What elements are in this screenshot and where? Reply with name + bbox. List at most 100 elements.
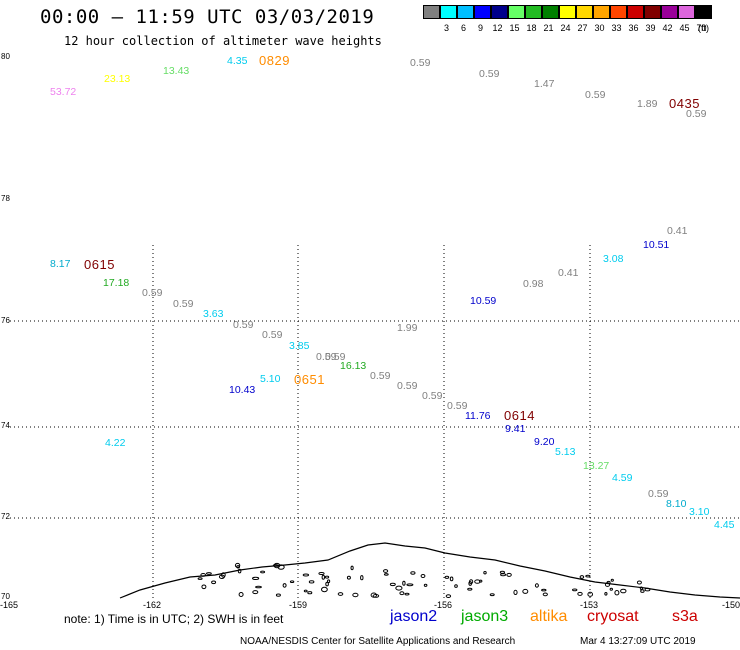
island-shape bbox=[289, 580, 295, 584]
island-shape bbox=[479, 579, 483, 583]
observation-time-label: 0651 bbox=[294, 372, 325, 387]
wave-height-label: 10.59 bbox=[470, 295, 497, 307]
color-scale-swatch bbox=[423, 5, 440, 19]
coastline bbox=[119, 542, 740, 599]
lon-label: -153 bbox=[580, 600, 599, 610]
island-shape bbox=[395, 585, 403, 591]
lon-label: -162 bbox=[143, 600, 162, 610]
island-shape bbox=[370, 592, 377, 598]
island-shape bbox=[252, 590, 259, 595]
wave-height-label: 16.13 bbox=[340, 360, 367, 372]
island-shape bbox=[489, 593, 495, 597]
island-shape bbox=[201, 584, 207, 590]
island-shape bbox=[604, 592, 608, 596]
generated-timestamp: Mar 4 13:27:09 UTC 2019 bbox=[580, 636, 696, 647]
island-shape bbox=[620, 588, 627, 594]
island-shape bbox=[346, 575, 351, 580]
wave-height-label: 4.59 bbox=[612, 472, 633, 484]
wave-height-label: 5.10 bbox=[260, 373, 281, 385]
color-scale-unit: (ft) bbox=[698, 23, 709, 33]
wave-height-label: 0.59 bbox=[370, 370, 391, 382]
island-shape bbox=[234, 562, 241, 568]
color-scale-label: 9 bbox=[477, 23, 483, 33]
wave-height-label: 3.08 bbox=[603, 253, 624, 265]
island-shape bbox=[307, 591, 313, 595]
wave-height-label: 0.59 bbox=[479, 68, 500, 80]
island-shape bbox=[506, 572, 512, 577]
island-shape bbox=[614, 590, 620, 596]
island-shape bbox=[211, 580, 217, 585]
island-shape bbox=[500, 573, 507, 577]
island-shape bbox=[383, 573, 389, 576]
island-shape bbox=[383, 569, 389, 573]
wave-height-label: 3.85 bbox=[289, 340, 310, 352]
island-shape bbox=[585, 574, 591, 578]
wave-height-label: 1.47 bbox=[534, 78, 555, 90]
color-scale-swatch bbox=[474, 5, 491, 19]
wave-height-label: 0.59 bbox=[686, 108, 707, 120]
island-shape bbox=[236, 565, 241, 569]
island-shape bbox=[444, 575, 450, 579]
island-shape bbox=[609, 587, 613, 591]
wave-height-label: 4.35 bbox=[227, 55, 248, 67]
island-shape bbox=[350, 565, 354, 571]
footer-note: note: 1) Time is in UTC; 2) SWH is in fe… bbox=[64, 612, 284, 626]
island-shape bbox=[238, 592, 244, 597]
island-shape bbox=[640, 589, 645, 593]
color-scale-swatch bbox=[678, 5, 695, 19]
island-shape bbox=[606, 580, 611, 585]
coastal-islands bbox=[197, 562, 651, 598]
island-shape bbox=[318, 572, 325, 575]
wave-height-label: 11.76 bbox=[465, 410, 491, 422]
color-scale-label: 39 bbox=[645, 23, 656, 33]
island-shape bbox=[542, 592, 548, 597]
wave-height-label: 0.59 bbox=[585, 89, 606, 101]
island-shape bbox=[402, 580, 406, 586]
wave-height-label: 23.13 bbox=[104, 73, 131, 85]
satellite-legend-s3a: s3a bbox=[672, 608, 698, 625]
wave-height-label: 4.22 bbox=[105, 437, 126, 449]
color-scale-swatch bbox=[457, 5, 474, 19]
lat-lon-grid bbox=[10, 245, 740, 598]
wave-height-label: 17.18 bbox=[103, 277, 130, 289]
island-shape bbox=[255, 585, 262, 589]
wave-height-label: 9.41 bbox=[505, 423, 526, 435]
color-scale-swatch bbox=[610, 5, 627, 19]
island-shape bbox=[577, 591, 583, 596]
wave-height-label: 0.59 bbox=[142, 287, 163, 299]
color-scale-label: 42 bbox=[662, 23, 673, 33]
island-shape bbox=[252, 576, 260, 581]
island-shape bbox=[522, 588, 529, 594]
island-shape bbox=[587, 591, 594, 597]
island-shape bbox=[639, 586, 644, 591]
satellite-legend-jason2: jason2 bbox=[390, 608, 438, 625]
lat-label: 76 bbox=[1, 316, 10, 325]
island-shape bbox=[237, 568, 242, 574]
island-shape bbox=[423, 583, 428, 587]
island-shape bbox=[499, 570, 505, 574]
color-scale-swatch bbox=[508, 5, 525, 19]
lon-label: -156 bbox=[434, 600, 453, 610]
island-shape bbox=[468, 581, 473, 586]
island-shape bbox=[221, 572, 226, 578]
island-shape bbox=[321, 586, 328, 593]
island-shape bbox=[513, 589, 518, 596]
wave-height-label: 3.10 bbox=[689, 506, 710, 518]
island-shape bbox=[572, 588, 578, 592]
color-scale-swatch bbox=[627, 5, 644, 19]
satellite-legend-jason3: jason3 bbox=[461, 608, 509, 625]
island-shape bbox=[325, 581, 329, 587]
island-shape bbox=[399, 591, 405, 596]
wave-height-label: 9.20 bbox=[534, 436, 555, 448]
lat-label: 72 bbox=[1, 512, 10, 521]
color-scale-label: 27 bbox=[577, 23, 588, 33]
island-shape bbox=[321, 574, 325, 580]
color-scale-swatch bbox=[542, 5, 559, 19]
satellite-legend-cryosat: cryosat bbox=[587, 608, 639, 625]
wave-height-label: 0.59 bbox=[397, 380, 418, 392]
island-shape bbox=[260, 570, 266, 574]
wave-height-label: 0.41 bbox=[667, 225, 688, 237]
island-shape bbox=[534, 583, 539, 588]
island-shape bbox=[275, 593, 281, 597]
